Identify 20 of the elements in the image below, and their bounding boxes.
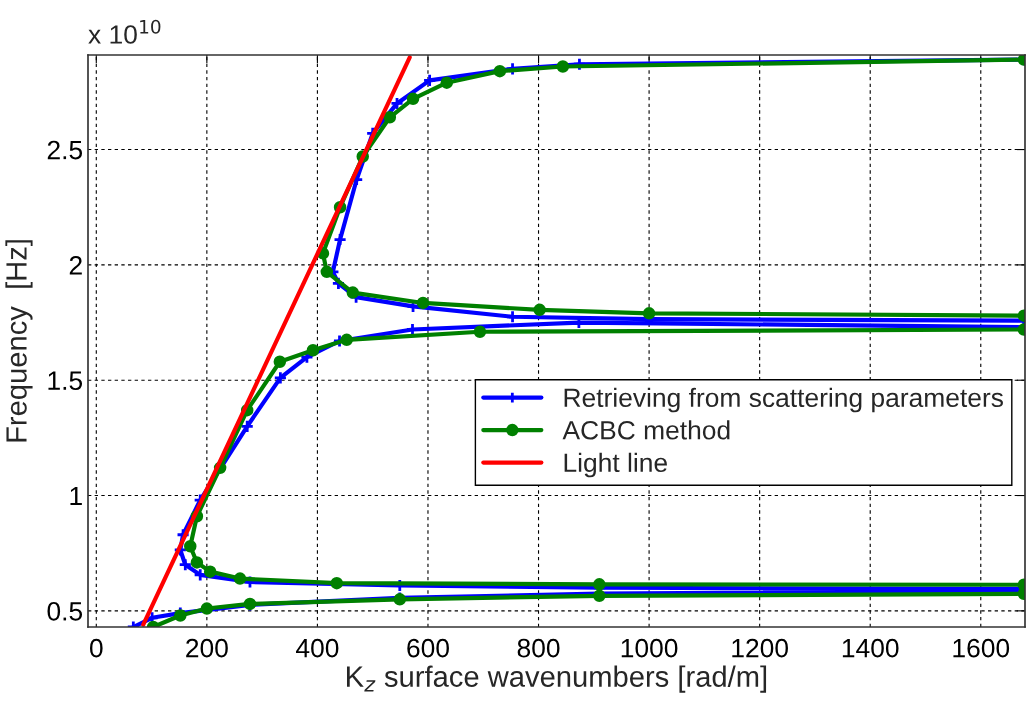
y-tick-label: 2.5 [47,140,83,160]
y-tick-label: 2 [69,256,82,275]
x-tick-label: 200 [186,638,228,658]
y-tick-label: 0.5 [47,601,83,621]
text: x 10$^{10}$ [88,19,161,44]
legend-label: Retrieving from scattering parameters [564,387,1003,413]
x-tick-label: 600 [407,638,449,658]
x-tick-label: 1000 [621,638,678,658]
x-axis-title: K$_{z}$ surface wavenumbers [rad/m] [347,665,767,693]
x-tick-label: 1400 [842,638,899,658]
x-tick-label: 1600 [953,638,1010,658]
x-tick-label: 0 [89,638,103,658]
x-tick-label: 400 [296,638,339,658]
legend-label: Light line [564,452,667,478]
legend-label: ACBC method [562,420,730,440]
y-axis-title: Frequency [Hz] [5,240,33,442]
x-tick-label: 1200 [732,638,788,658]
y-tick-label: 1 [70,486,82,506]
y-tick-label: 1.5 [48,371,83,391]
x-tick-label: 800 [517,638,560,658]
